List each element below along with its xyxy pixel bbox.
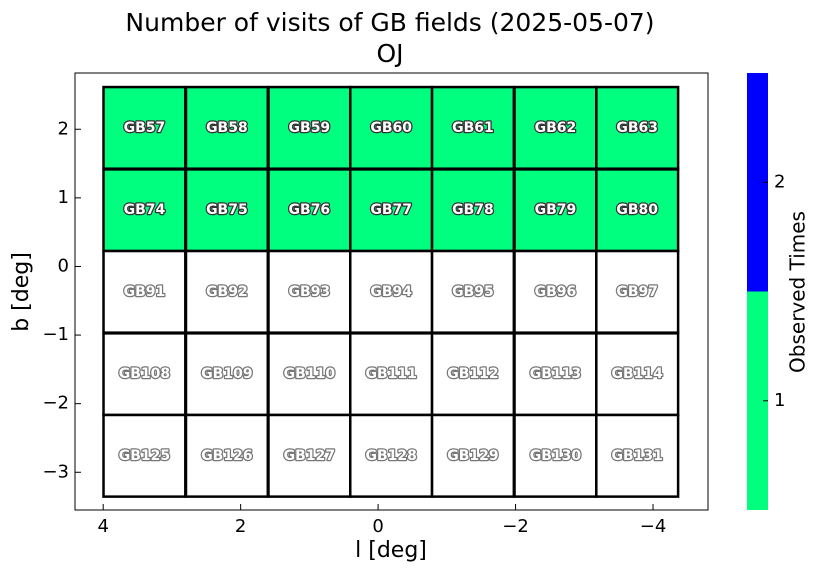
field-cell xyxy=(595,249,680,334)
field-label: GB95 xyxy=(452,284,494,300)
field-label: GB125 xyxy=(119,448,170,464)
y-tick-label: −3 xyxy=(42,461,69,482)
field-label: GB131 xyxy=(612,448,663,464)
field-label: GB109 xyxy=(201,366,252,382)
colorbar-segment xyxy=(747,73,768,292)
field-cell xyxy=(102,413,187,498)
y-axis-label: b [deg] xyxy=(9,252,34,332)
field-label: GB63 xyxy=(616,120,658,136)
field-cell xyxy=(430,168,516,253)
chart-subtitle: OJ xyxy=(376,39,403,68)
field-label: GB78 xyxy=(452,202,494,218)
field-label: GB113 xyxy=(530,366,581,382)
field-label: GB58 xyxy=(206,120,248,136)
field-label: GB126 xyxy=(201,448,252,464)
field-label: GB128 xyxy=(365,448,416,464)
field-cell xyxy=(595,168,680,253)
x-tick-label: −4 xyxy=(640,516,667,537)
field-cell xyxy=(595,413,680,498)
field-label: GB114 xyxy=(612,366,664,382)
field-label: GB57 xyxy=(124,120,166,136)
field-cell xyxy=(102,168,187,253)
field-label: GB111 xyxy=(365,366,416,382)
field-cell xyxy=(267,249,352,334)
field-label: GB75 xyxy=(206,202,248,218)
colorbar-label: Observed Times xyxy=(786,211,810,373)
y-tick-label: −2 xyxy=(42,393,69,414)
field-label: GB80 xyxy=(616,202,658,218)
field-cell xyxy=(184,249,270,334)
field-label: GB60 xyxy=(370,120,412,136)
field-label: GB94 xyxy=(370,284,412,300)
field-label: GB93 xyxy=(289,284,331,300)
field-label: GB76 xyxy=(289,202,331,218)
field-label: GB62 xyxy=(535,120,577,136)
x-tick-label: 2 xyxy=(235,516,246,537)
field-label: GB97 xyxy=(616,284,658,300)
field-cell xyxy=(267,168,352,253)
plot-frame xyxy=(74,72,709,511)
y-tick-label: −1 xyxy=(42,324,69,345)
chart-title: Number of visits of GB fields (2025-05-0… xyxy=(125,8,654,37)
field-label: GB112 xyxy=(447,366,498,382)
field-cell xyxy=(430,249,516,334)
field-label: GB61 xyxy=(452,120,494,136)
field-cell xyxy=(513,249,598,334)
x-tick-label: −2 xyxy=(502,516,529,537)
field-cell xyxy=(513,85,598,170)
y-tick-label: 1 xyxy=(58,187,69,208)
field-label: GB77 xyxy=(370,202,412,218)
x-tick-label: 0 xyxy=(372,516,383,537)
x-axis-label: l [deg] xyxy=(355,538,427,563)
field-cell xyxy=(102,85,187,170)
field-label: GB127 xyxy=(284,448,335,464)
field-label: GB129 xyxy=(447,448,498,464)
field-label: GB110 xyxy=(284,366,336,382)
field-cell xyxy=(513,413,598,498)
field-label: GB130 xyxy=(530,448,582,464)
field-label: GB74 xyxy=(124,202,166,218)
field-label: GB108 xyxy=(119,366,170,382)
field-cell xyxy=(102,332,187,417)
field-cell xyxy=(184,332,270,417)
field-label: GB79 xyxy=(535,202,577,218)
y-tick-label: 0 xyxy=(58,255,69,276)
field-label: GB91 xyxy=(124,284,166,300)
field-cell xyxy=(267,413,352,498)
field-label: GB96 xyxy=(535,284,577,300)
field-label: GB92 xyxy=(206,284,248,300)
colorbar-tick-label: 2 xyxy=(774,171,785,192)
field-cell xyxy=(513,332,598,417)
x-tick-label: 4 xyxy=(97,516,108,537)
colorbar-tick-label: 1 xyxy=(774,390,785,411)
y-tick-label: 2 xyxy=(58,118,69,139)
field-cell xyxy=(184,85,270,170)
field-label: GB59 xyxy=(289,120,331,136)
colorbar-segment xyxy=(747,291,768,510)
